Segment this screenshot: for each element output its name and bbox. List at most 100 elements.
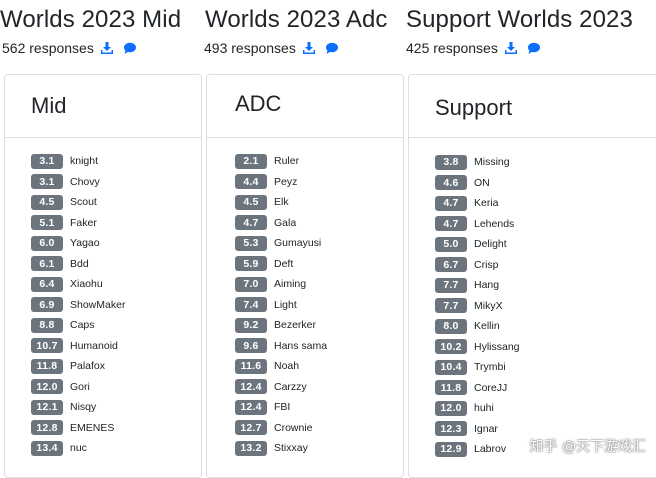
list-item[interactable]: 8.0 Kellin bbox=[435, 316, 520, 337]
download-icon[interactable] bbox=[302, 41, 316, 55]
player-name: ON bbox=[474, 176, 490, 189]
card-title: Mid bbox=[31, 93, 67, 118]
poll-column-support: Support Worlds 2023 425 responses Suppor… bbox=[406, 0, 656, 478]
score-badge: 6.0 bbox=[31, 235, 63, 251]
ranking-card: ADC 2.1 Ruler 4.4 Peyz 4.5 Elk 4.7 Gala 5.3 G… bbox=[206, 74, 404, 478]
list-item[interactable]: 4.7 Keria bbox=[435, 193, 520, 214]
poll-column-mid: Worlds 2023 Mid 562 responses Mid 3.1 kni… bbox=[0, 0, 204, 478]
list-item[interactable]: 3.1 knight bbox=[31, 151, 125, 172]
list-item[interactable]: 12.8 EMENES bbox=[31, 418, 125, 439]
download-icon[interactable] bbox=[100, 41, 114, 55]
list-item[interactable]: 10.4 Trymbi bbox=[435, 357, 520, 378]
list-item[interactable]: 4.5 Elk bbox=[235, 192, 327, 213]
score-badge: 11.8 bbox=[435, 380, 467, 396]
player-name: Bdd bbox=[70, 257, 89, 270]
list-item[interactable]: 4.7 Lehends bbox=[435, 214, 520, 235]
score-badge: 4.6 bbox=[435, 175, 467, 191]
list-item[interactable]: 5.9 Deft bbox=[235, 254, 327, 275]
list-item[interactable]: 7.7 Hang bbox=[435, 275, 520, 296]
list-item[interactable]: 3.8 Missing bbox=[435, 152, 520, 173]
player-name: huhi bbox=[474, 402, 494, 415]
player-name: Hang bbox=[474, 279, 500, 292]
player-name: FBI bbox=[274, 401, 291, 414]
list-item[interactable]: 6.9 ShowMaker bbox=[31, 295, 125, 316]
response-count: 562 responses bbox=[2, 40, 94, 56]
list-item[interactable]: 8.8 Caps bbox=[31, 315, 125, 336]
list-item[interactable]: 10.2 Hylissang bbox=[435, 337, 520, 358]
ranking-list: 2.1 Ruler 4.4 Peyz 4.5 Elk 4.7 Gala 5.3 Gumay… bbox=[235, 151, 327, 459]
list-item[interactable]: 9.6 Hans sama bbox=[235, 336, 327, 357]
score-badge: 7.7 bbox=[435, 277, 467, 293]
list-item[interactable]: 13.2 Stixxay bbox=[235, 438, 327, 459]
score-badge: 3.1 bbox=[31, 174, 63, 190]
card-header: Support bbox=[409, 75, 656, 138]
list-item[interactable]: 4.5 Scout bbox=[31, 192, 125, 213]
score-badge: 3.1 bbox=[31, 153, 63, 169]
player-name: Scout bbox=[70, 196, 97, 209]
score-badge: 7.0 bbox=[235, 276, 267, 292]
ranking-card: Support 3.8 Missing 4.6 ON 4.7 Keria 4.7 Leh… bbox=[408, 74, 656, 478]
list-item[interactable]: 6.4 Xiaohu bbox=[31, 274, 125, 295]
list-item[interactable]: 12.4 FBI bbox=[235, 397, 327, 418]
score-badge: 8.0 bbox=[435, 318, 467, 334]
list-item[interactable]: 9.2 Bezerker bbox=[235, 315, 327, 336]
list-item[interactable]: 12.4 Carzzy bbox=[235, 377, 327, 398]
score-badge: 12.4 bbox=[235, 399, 267, 415]
player-name: Hans sama bbox=[274, 339, 328, 352]
player-name: Faker bbox=[70, 216, 97, 229]
ranking-card: Mid 3.1 knight 3.1 Chovy 4.5 Scout 5.1 Faker… bbox=[4, 74, 202, 478]
score-badge: 12.0 bbox=[31, 379, 63, 395]
list-item[interactable]: 7.0 Aiming bbox=[235, 274, 327, 295]
list-item[interactable]: 4.4 Peyz bbox=[235, 172, 327, 193]
score-badge: 13.4 bbox=[31, 440, 63, 456]
card-title: ADC bbox=[235, 91, 282, 116]
score-badge: 5.9 bbox=[235, 256, 267, 272]
player-name: Ignar bbox=[474, 422, 498, 435]
player-name: Palafox bbox=[70, 360, 106, 373]
list-item[interactable]: 13.4 nuc bbox=[31, 438, 125, 459]
list-item[interactable]: 4.7 Gala bbox=[235, 213, 327, 234]
player-name: Delight bbox=[474, 238, 507, 251]
score-badge: 6.4 bbox=[31, 276, 63, 292]
list-item[interactable]: 12.3 Ignar bbox=[435, 419, 520, 440]
list-item[interactable]: 12.0 huhi bbox=[435, 398, 520, 419]
list-item[interactable]: 12.9 Labrov bbox=[435, 439, 520, 460]
score-badge: 10.4 bbox=[435, 359, 467, 375]
player-name: Aiming bbox=[274, 278, 307, 291]
list-item[interactable]: 4.6 ON bbox=[435, 173, 520, 194]
list-item[interactable]: 5.3 Gumayusi bbox=[235, 233, 327, 254]
list-item[interactable]: 3.1 Chovy bbox=[31, 172, 125, 193]
list-item[interactable]: 6.7 Crisp bbox=[435, 255, 520, 276]
player-name: Hylissang bbox=[474, 340, 520, 353]
list-item[interactable]: 6.1 Bdd bbox=[31, 254, 125, 275]
list-item[interactable]: 11.6 Noah bbox=[235, 356, 327, 377]
comment-icon[interactable] bbox=[527, 41, 541, 55]
comment-icon[interactable] bbox=[123, 41, 137, 55]
player-name: Stixxay bbox=[274, 442, 308, 455]
player-name: Bezerker bbox=[274, 319, 317, 332]
list-item[interactable]: 11.8 CoreJJ bbox=[435, 378, 520, 399]
list-item[interactable]: 7.7 MikyX bbox=[435, 296, 520, 317]
download-icon[interactable] bbox=[504, 41, 518, 55]
list-item[interactable]: 6.0 Yagao bbox=[31, 233, 125, 254]
score-badge: 4.7 bbox=[235, 215, 267, 231]
list-item[interactable]: 7.4 Light bbox=[235, 295, 327, 316]
score-badge: 3.8 bbox=[435, 154, 467, 170]
poll-title: Worlds 2023 Mid bbox=[0, 6, 182, 33]
list-item[interactable]: 2.1 Ruler bbox=[235, 151, 327, 172]
player-name: Trymbi bbox=[474, 361, 506, 374]
list-item[interactable]: 12.1 Nisqy bbox=[31, 397, 125, 418]
list-item[interactable]: 10.7 Humanoid bbox=[31, 336, 125, 357]
list-item[interactable]: 12.7 Crownie bbox=[235, 418, 327, 439]
list-item[interactable]: 5.1 Faker bbox=[31, 213, 125, 234]
response-count: 425 responses bbox=[406, 40, 498, 56]
score-badge: 13.2 bbox=[235, 440, 267, 456]
comment-icon[interactable] bbox=[325, 41, 339, 55]
list-item[interactable]: 5.0 Delight bbox=[435, 234, 520, 255]
list-item[interactable]: 11.8 Palafox bbox=[31, 356, 125, 377]
player-name: Caps bbox=[70, 319, 95, 332]
player-name: EMENES bbox=[70, 421, 115, 434]
player-name: Kellin bbox=[474, 320, 500, 333]
ranking-list: 3.1 knight 3.1 Chovy 4.5 Scout 5.1 Faker 6.0… bbox=[31, 151, 125, 459]
list-item[interactable]: 12.0 Gori bbox=[31, 377, 125, 398]
